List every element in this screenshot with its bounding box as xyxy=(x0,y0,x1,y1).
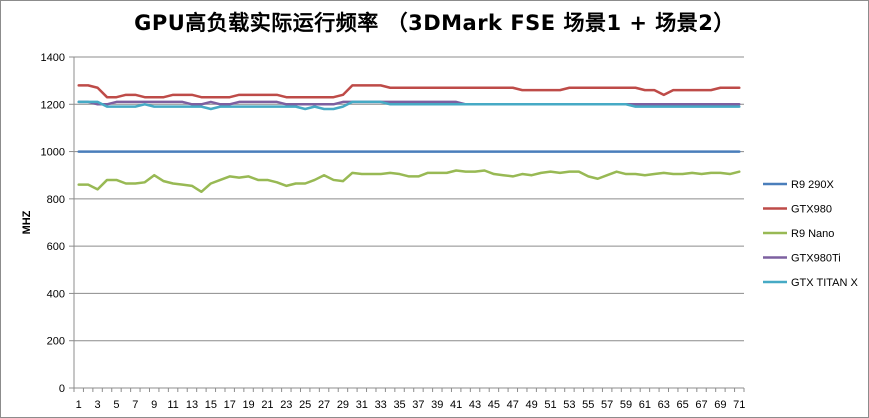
x-tick-label: 7 xyxy=(132,399,138,411)
x-tick-label: 63 xyxy=(658,399,670,411)
x-tick-label: 55 xyxy=(582,399,594,411)
x-tick-label: 25 xyxy=(299,399,311,411)
x-tick-label: 65 xyxy=(677,399,689,411)
x-tick-label: 31 xyxy=(356,399,368,411)
x-tick-label: 45 xyxy=(488,399,500,411)
y-tick-label: 1200 xyxy=(41,99,65,111)
x-tick-label: 13 xyxy=(186,399,198,411)
axes xyxy=(69,56,745,392)
x-tick-label: 19 xyxy=(242,399,254,411)
x-tick-label: 5 xyxy=(113,399,119,411)
x-tick-label: 47 xyxy=(507,399,519,411)
series-line-4 xyxy=(77,100,741,111)
x-tick-label: 41 xyxy=(450,399,462,411)
legend-label: GTX980Ti xyxy=(791,253,841,265)
y-tick-labels: 0 200 400 600 800 1000 1200 1400 xyxy=(41,52,65,395)
x-tick-label: 71 xyxy=(733,399,745,411)
series-line-1 xyxy=(77,84,741,99)
legend-label: GTX980 xyxy=(791,204,832,216)
x-tick-label: 21 xyxy=(261,399,273,411)
y-tick-label: 1000 xyxy=(41,147,65,159)
chart-title: GPU高负载实际运行频率 （3DMark FSE 场景1 + 场景2） xyxy=(134,11,735,35)
x-tick-label: 37 xyxy=(412,399,424,411)
y-tick-label: 400 xyxy=(47,288,65,300)
series-line-2 xyxy=(77,169,741,194)
series-lines xyxy=(77,84,741,194)
legend-label: R9 290X xyxy=(791,179,834,191)
x-tick-label: 69 xyxy=(714,399,726,411)
x-tick-label: 11 xyxy=(167,399,178,411)
y-tick-label: 200 xyxy=(47,336,65,348)
y-tick-label: 0 xyxy=(59,383,65,395)
x-tick-label: 15 xyxy=(205,399,217,411)
x-tick-label: 67 xyxy=(695,399,707,411)
legend: R9 290X GTX980 R9 Nano GTX980Ti GTX TITAN X xyxy=(763,179,858,289)
legend-label: GTX TITAN X xyxy=(791,277,858,289)
x-tick-label: 51 xyxy=(544,399,556,411)
x-tick-label: 43 xyxy=(469,399,481,411)
x-tick-label: 53 xyxy=(563,399,575,411)
y-tick-label: 600 xyxy=(47,241,65,253)
x-tick-label: 39 xyxy=(431,399,443,411)
y-axis-title: MHZ xyxy=(21,210,33,234)
x-tick-label: 1 xyxy=(76,399,82,411)
x-tick-label: 33 xyxy=(375,399,387,411)
x-tick-label: 29 xyxy=(337,399,349,411)
x-tick-label: 61 xyxy=(639,399,651,411)
x-tick-label: 59 xyxy=(620,399,632,411)
x-tick-label: 35 xyxy=(393,399,405,411)
x-tick-label: 49 xyxy=(526,399,538,411)
x-tick-label: 23 xyxy=(280,399,292,411)
x-tick-labels: 1 3 5 7 9 11 13 15 17 19 21 23 25 27 29 31 33 35 37 39 41 43 4… xyxy=(76,399,746,411)
legend-label: R9 Nano xyxy=(791,228,834,240)
x-tick-label: 57 xyxy=(601,399,613,411)
x-tick-label: 17 xyxy=(224,399,236,411)
x-tick-label: 9 xyxy=(151,399,157,411)
y-tick-label: 800 xyxy=(47,194,65,206)
x-tick-label: 3 xyxy=(95,399,101,411)
x-tick-label: 27 xyxy=(318,399,330,411)
y-tick-label: 1400 xyxy=(41,52,65,64)
